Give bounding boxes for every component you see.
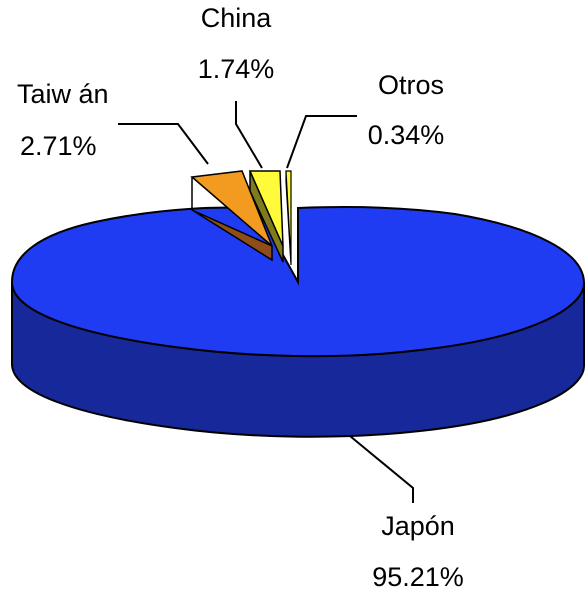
pie-slice-taiwan <box>190 170 273 247</box>
leader-line-japon <box>349 435 414 503</box>
label-name-taiwan: Taiw án <box>17 79 109 109</box>
pie-slice-side-taiwan <box>191 177 273 262</box>
pie-slice-china <box>248 170 284 247</box>
pie-slice-japon <box>10 206 586 358</box>
label-name-china: China <box>201 3 273 33</box>
label-value-japon: 95.21% <box>372 562 464 591</box>
label-name-otros: Otros <box>378 70 444 100</box>
leader-line-china <box>235 101 263 169</box>
label-value-taiwan: 2.71% <box>20 131 97 161</box>
label-value-china: 1.74% <box>198 54 275 84</box>
leader-line-otros <box>286 115 357 169</box>
leader-line-taiwan <box>118 123 209 165</box>
label-value-otros: 0.34% <box>368 120 445 150</box>
pie-slice-otros <box>285 170 292 263</box>
label-name-japon: Japón <box>381 511 455 541</box>
